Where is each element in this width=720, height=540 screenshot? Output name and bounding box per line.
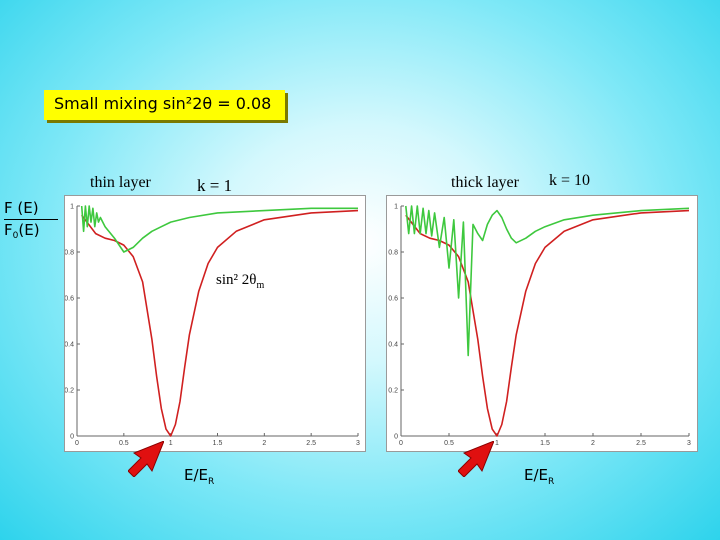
red-curve (405, 209, 690, 437)
x-tick-label: 0 (399, 440, 403, 447)
ratio-numerator: F (E) (4, 199, 39, 217)
thin-layer-plot: 0 0.2 0.4 0.6 0.8 1 0 0.5 1 1.5 2 2.5 3 (64, 195, 366, 452)
green-curve (80, 205, 358, 253)
y-tick-label: 0.2 (388, 388, 398, 395)
x-tick-label: 1 (169, 440, 173, 447)
ratio-denominator: F0(E) (4, 221, 40, 241)
axes: 0 0.2 0.4 0.6 0.8 1 0 0.5 1 1.5 2 2.5 3 (65, 204, 360, 448)
y-tick-label: 0 (70, 434, 74, 441)
x-tick-label: 0 (75, 440, 79, 447)
thick-layer-plot: 0 0.2 0.4 0.6 0.8 1 0 0.5 1 1.5 2 2.5 3 (386, 195, 698, 452)
thick-layer-label: thick layer (451, 174, 519, 191)
x-tick-label: 0.5 (119, 440, 129, 447)
y-tick-label: 0.2 (65, 388, 74, 395)
x-tick-label: 3 (687, 440, 691, 447)
thick-layer-chart: 0 0.2 0.4 0.6 0.8 1 0 0.5 1 1.5 2 2.5 3 (388, 204, 691, 448)
thick-x-axis-label: E/ER (524, 466, 555, 487)
thin-k-label: k = 1 (197, 176, 233, 195)
y-tick-label: 0.4 (65, 342, 74, 349)
thin-layer-chart: 0 0.2 0.4 0.6 0.8 1 0 0.5 1 1.5 2 2.5 3 (65, 204, 360, 448)
y-tick-label: 0 (394, 434, 398, 441)
x-tick-label: 0.5 (444, 440, 454, 447)
x-tick-label: 3 (356, 440, 360, 447)
x-tick-label: 1 (495, 440, 499, 447)
y-tick-label: 1 (70, 204, 74, 211)
y-tick-label: 0.4 (388, 342, 398, 349)
arrow-thin-resonance (128, 441, 164, 477)
thin-layer-label: thin layer (90, 174, 151, 191)
x-tick-label: 1.5 (540, 440, 550, 447)
y-tick-label: 0.8 (65, 250, 74, 257)
y-tick-label: 0.6 (65, 296, 74, 303)
thin-x-axis-label: E/ER (184, 466, 215, 487)
green-curve (405, 205, 690, 357)
x-tick-label: 1.5 (213, 440, 223, 447)
red-curve (81, 209, 359, 437)
ratio-fraction-bar (4, 219, 58, 220)
axes: 0 0.2 0.4 0.6 0.8 1 0 0.5 1 1.5 2 2.5 3 (388, 204, 691, 448)
thick-k-label: k = 10 (549, 172, 591, 189)
arrow-thick-resonance (458, 441, 494, 477)
mixing-angle-annotation: sin² 2θm (216, 272, 265, 291)
x-tick-label: 2 (591, 440, 595, 447)
x-tick-label: 2.5 (636, 440, 646, 447)
title-box: Small mixing sin²2θ = 0.08 (44, 90, 285, 120)
y-tick-label: 0.6 (388, 296, 398, 303)
y-tick-label: 0.8 (388, 250, 398, 257)
x-tick-label: 2.5 (306, 440, 316, 447)
x-tick-label: 2 (262, 440, 266, 447)
y-tick-label: 1 (394, 204, 398, 211)
slide-title: Small mixing sin²2θ = 0.08 (54, 94, 272, 113)
